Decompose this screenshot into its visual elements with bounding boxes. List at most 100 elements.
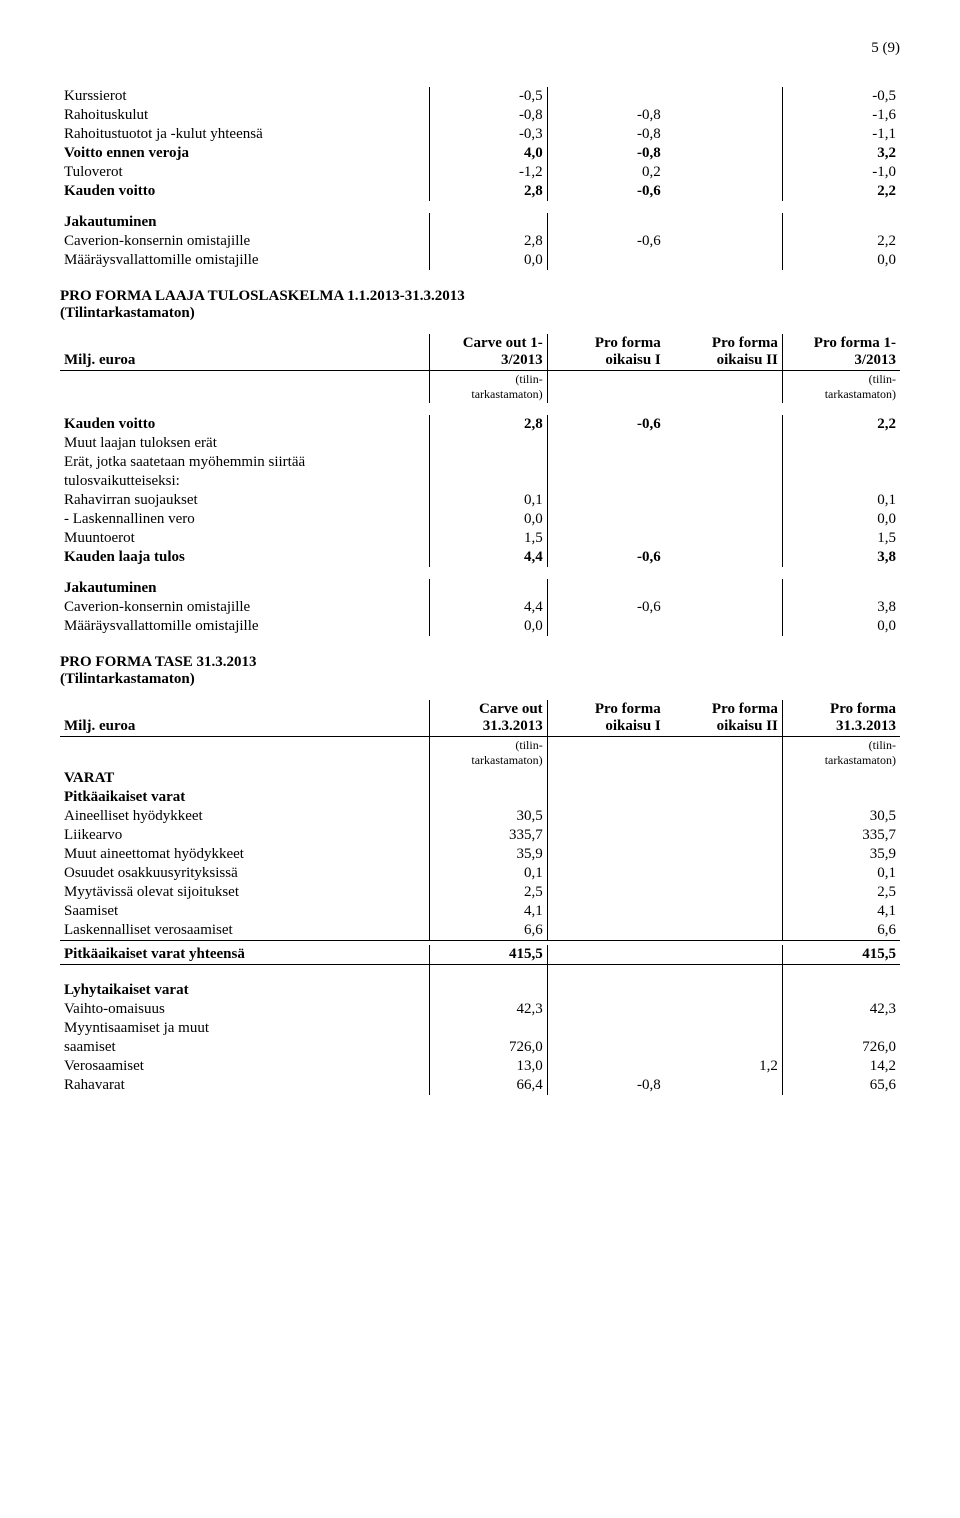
row-value: 335,7 (782, 826, 900, 845)
row-label: Määräysvallattomille omistajille (60, 251, 430, 270)
row-value (665, 125, 783, 144)
row-label: Rahoituskulut (60, 106, 430, 125)
col2-header: Pro formaoikaisu I (547, 334, 665, 371)
row-label: Vaihto-omaisuus (60, 1000, 430, 1019)
row-label: Aineelliset hyödykkeet (60, 807, 430, 826)
row-label: Verosaamiset (60, 1057, 430, 1076)
row-value: 35,9 (782, 845, 900, 864)
row-value (547, 921, 665, 941)
row-value (665, 163, 783, 182)
row-value: 0,1 (430, 491, 548, 510)
row-value: -1,1 (782, 125, 900, 144)
row-value: 4,0 (430, 144, 548, 163)
row-value (665, 902, 783, 921)
row-label: - Laskennallinen vero (60, 510, 430, 529)
row-value (665, 617, 783, 636)
section3-title: PRO FORMA TASE 31.3.2013 (Tilintarkastam… (60, 654, 900, 688)
row-value (665, 251, 783, 270)
row-value (665, 883, 783, 902)
sub-header-left: (tilin-tarkastamaton) (430, 371, 548, 404)
row-value: -0,8 (547, 144, 665, 163)
row-value: 66,4 (430, 1076, 548, 1095)
row-value: 2,5 (430, 883, 548, 902)
row-value: 726,0 (430, 1038, 548, 1057)
row-value (547, 1000, 665, 1019)
row-value: -0,6 (547, 182, 665, 201)
row-value (665, 845, 783, 864)
col3-header: Pro formaoikaisu II (665, 334, 783, 371)
jakautuminen-heading: Jakautuminen (60, 213, 430, 232)
sub-label: Muut laajan tuloksen erät (60, 434, 430, 453)
row-label: Saamiset (60, 902, 430, 921)
section2-title: PRO FORMA LAAJA TULOSLASKELMA 1.1.2013-3… (60, 288, 900, 322)
row-value (665, 529, 783, 548)
row-value (665, 921, 783, 941)
row-label: Kauden voitto (60, 182, 430, 201)
row-value: 3,2 (782, 144, 900, 163)
row-label: Caverion-konsernin omistajille (60, 598, 430, 617)
row-value (665, 87, 783, 106)
row-value: 6,6 (782, 921, 900, 941)
row-value (547, 87, 665, 106)
row-value (547, 251, 665, 270)
row-value: -0,8 (430, 106, 548, 125)
pkv-total-label: Pitkäaikaiset varat yhteensä (60, 945, 430, 965)
col-label-header: Milj. euroa (60, 334, 430, 371)
row-value (665, 807, 783, 826)
row-value: -1,6 (782, 106, 900, 125)
row-value (547, 510, 665, 529)
row-value: -0,8 (547, 1076, 665, 1095)
row-value: 14,2 (782, 1057, 900, 1076)
row-value (665, 1000, 783, 1019)
row-value: -0,5 (782, 87, 900, 106)
section2-jak-table: Jakautuminen Caverion-konsernin omistaji… (60, 579, 900, 636)
row-value: 1,2 (665, 1057, 783, 1076)
row-value (665, 510, 783, 529)
row-value: -0,5 (430, 87, 548, 106)
row-value (665, 864, 783, 883)
col2-header: Pro formaoikaisu I (547, 700, 665, 737)
row-value: 726,0 (782, 1038, 900, 1057)
row-value (547, 864, 665, 883)
row-value (547, 1038, 665, 1057)
row-label: Rahavarat (60, 1076, 430, 1095)
pkv-heading: Pitkäaikaiset varat (60, 788, 430, 807)
kauden-voitto-label: Kauden voitto (60, 415, 430, 434)
sub-header-left: (tilin-tarkastamaton) (430, 737, 548, 770)
row-value: 0,2 (547, 163, 665, 182)
row-value: 30,5 (430, 807, 548, 826)
row-value: 65,6 (782, 1076, 900, 1095)
row-value (665, 144, 783, 163)
row-value: 35,9 (430, 845, 548, 864)
row-value (547, 807, 665, 826)
row-value: 4,4 (430, 598, 548, 617)
sub-header-right: (tilin-tarkastamaton) (782, 371, 900, 404)
row-value (665, 1076, 783, 1095)
row-value (665, 232, 783, 251)
col1-header: Carve out31.3.2013 (430, 700, 548, 737)
row-value (547, 529, 665, 548)
row-value (547, 617, 665, 636)
row-value: 0,0 (430, 510, 548, 529)
row-value (665, 182, 783, 201)
col1-header: Carve out 1-3/2013 (430, 334, 548, 371)
col4-header: Pro forma31.3.2013 (782, 700, 900, 737)
row-value: -0,8 (547, 106, 665, 125)
col3-header: Pro formaoikaisu II (665, 700, 783, 737)
row-label: Tuloverot (60, 163, 430, 182)
row-label: Määräysvallattomille omistajille (60, 617, 430, 636)
row-label: Caverion-konsernin omistajille (60, 232, 430, 251)
sub-header-right: (tilin-tarkastamaton) (782, 737, 900, 770)
row-value (547, 902, 665, 921)
row-value: 42,3 (782, 1000, 900, 1019)
row-label: Voitto ennen veroja (60, 144, 430, 163)
row-value (547, 491, 665, 510)
row-value (665, 826, 783, 845)
row-label: Liikearvo (60, 826, 430, 845)
row-value (547, 826, 665, 845)
row-value (665, 598, 783, 617)
row-label: Laskennalliset verosaamiset (60, 921, 430, 941)
row-label: saamiset (60, 1038, 430, 1057)
row-value: 0,1 (430, 864, 548, 883)
top-table: Kurssierot-0,5-0,5Rahoituskulut-0,8-0,8-… (60, 87, 900, 201)
